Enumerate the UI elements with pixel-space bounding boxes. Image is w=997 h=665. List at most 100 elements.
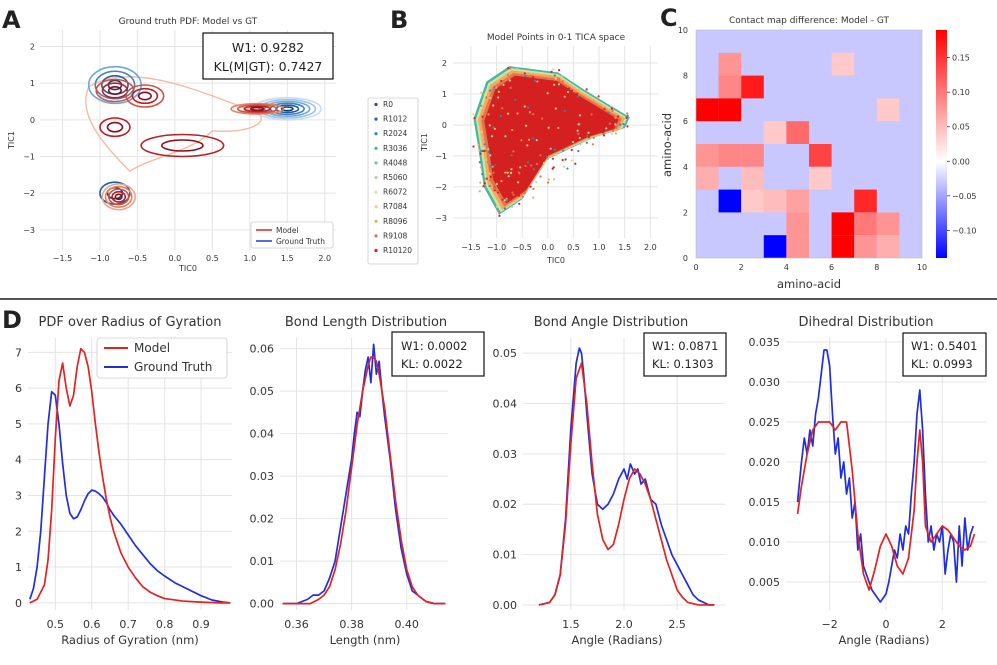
gt-contour-level [275, 104, 300, 114]
scatter-point [496, 170, 499, 173]
scatter-point [554, 77, 557, 80]
scatter-point [533, 79, 537, 82]
scatter-point [481, 119, 484, 122]
heatmap-cell [718, 189, 742, 213]
panel-a-kl-text: KL(M|GT): 0.7427 [214, 59, 323, 74]
panel-b-ytick: 1 [442, 90, 447, 99]
scatter-point [532, 187, 535, 191]
model-contour-level [140, 133, 225, 158]
scatter-point [529, 185, 532, 188]
scatter-point [497, 210, 501, 213]
scatter-point [494, 147, 497, 150]
points-cloud-R10120 [484, 75, 619, 204]
dihedral-kl: KL: 0.0993 [911, 357, 973, 371]
gt-contour-level [264, 100, 311, 117]
model-contour-level [101, 82, 129, 99]
scatter-point [544, 112, 547, 115]
gt-contour-level [252, 97, 322, 121]
scatter-point [585, 141, 589, 144]
bond-length-ytick: 0.00 [250, 598, 275, 611]
scatter-point [473, 116, 476, 120]
panel-c-xtick: 0 [693, 263, 698, 272]
panel-c-xtick: 4 [784, 263, 789, 272]
dihedral-ytick: 0.035 [749, 336, 781, 349]
scatter-point [566, 167, 569, 170]
scatter-point [487, 113, 490, 116]
scatter-point [524, 164, 527, 168]
heatmap-cell [763, 235, 787, 258]
panel-a-ytick: 0 [30, 116, 35, 125]
scatter-point [578, 114, 582, 117]
scatter-point [501, 198, 504, 201]
scatter-point [521, 138, 524, 141]
scatter-point [572, 86, 576, 90]
scatter-point [557, 83, 561, 86]
scatter-point [500, 179, 503, 183]
dihedral-ytick: 0.030 [749, 376, 781, 389]
legend-label-R7084: R7084 [383, 202, 408, 211]
rg-ytick: 1 [15, 561, 22, 574]
legend-label-R1012: R1012 [383, 115, 408, 124]
panel-b-xtick: 1.0 [593, 243, 606, 252]
model-contour-level [249, 106, 265, 111]
rg-xtick: 0.5 [47, 618, 65, 631]
heatmap-cell [718, 52, 742, 76]
panel-c-xtick: 10 [917, 263, 927, 272]
rg-ytick: 3 [15, 489, 22, 502]
scatter-point [478, 161, 481, 164]
scatter-point [574, 162, 577, 165]
scatter-point [561, 133, 564, 137]
scatter-point [495, 86, 498, 89]
scatter-point [518, 186, 522, 190]
scatter-point [510, 168, 513, 171]
scatter-point [553, 74, 556, 77]
scatter-point [489, 178, 492, 182]
dihedral-xtick: 0 [883, 618, 890, 631]
model-contour-level [99, 117, 131, 138]
scatter-point [480, 91, 483, 94]
scatter-point [506, 171, 509, 174]
scatter-point [490, 135, 494, 138]
model-contour-level [131, 87, 159, 105]
scatter-point [480, 130, 483, 134]
scatter-point [483, 146, 486, 150]
scatter-point [524, 75, 527, 78]
rg-model-line [29, 347, 231, 604]
scatter-point [483, 182, 487, 185]
dihedral-ytick: 0.020 [749, 456, 781, 469]
scatter-point [605, 127, 608, 130]
scatter-point [502, 143, 505, 146]
bond-angle-xlabel: Angle (Radians) [572, 633, 663, 647]
scatter-point [520, 175, 523, 178]
scatter-point [625, 116, 628, 120]
scatter-point [480, 149, 483, 152]
panel-a-xtick: 1.5 [281, 254, 294, 263]
panel-a-contour: Ground truth PDF: Model vs GT −1.5 −1.0 −0… [7, 17, 336, 273]
scatter-point [483, 143, 486, 146]
scatter-point [576, 92, 579, 95]
heatmap-cell [831, 212, 855, 236]
scatter-point [472, 113, 475, 116]
scatter-point [485, 96, 488, 99]
bond-length-kl: KL: 0.0022 [401, 357, 463, 371]
scatter-point [530, 74, 533, 78]
legend-label-R5060: R5060 [383, 173, 408, 182]
bond-length-w1: W1: 0.0002 [401, 339, 467, 353]
scatter-point [510, 154, 513, 157]
scatter-point [611, 109, 614, 112]
scatter-point [535, 162, 539, 166]
scatter-point [478, 190, 481, 193]
heatmap-cell [763, 121, 787, 144]
scatter-point [577, 150, 580, 153]
panel-c-xtick: 8 [874, 263, 879, 272]
rg-xtick: 0.6 [83, 618, 101, 631]
panel-c-ylabel: amino-acid [660, 113, 674, 177]
scatter-point [597, 95, 600, 98]
scatter-point [577, 88, 581, 91]
bond-angle-ytick: 0.02 [493, 498, 518, 511]
scatter-point [531, 113, 535, 116]
scatter-point [576, 129, 579, 132]
panel-c-ytick: 10 [678, 26, 688, 35]
scatter-point [586, 134, 589, 137]
